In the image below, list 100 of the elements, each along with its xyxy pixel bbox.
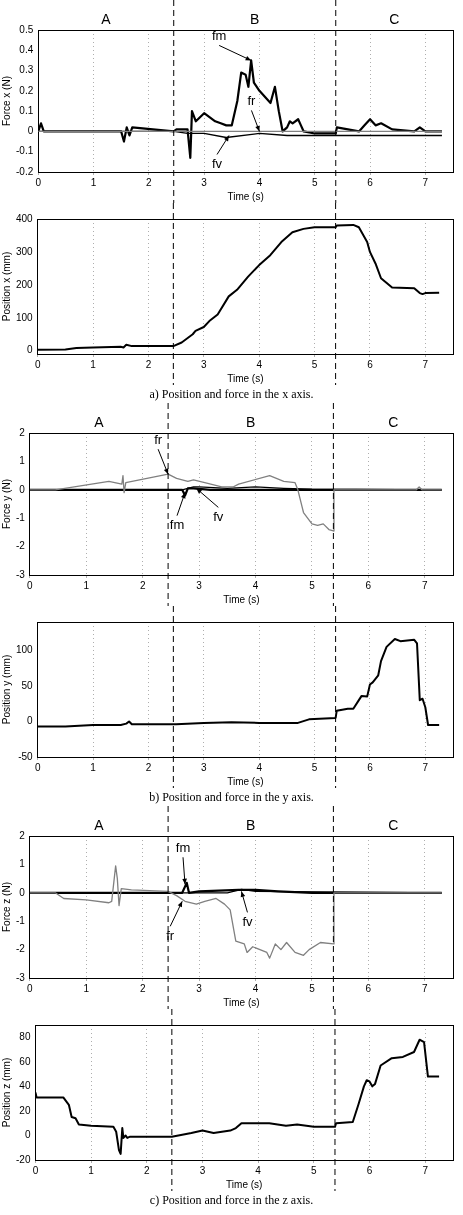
text: A bbox=[94, 413, 105, 430]
x-tick-label: 7 bbox=[422, 358, 429, 370]
y-tick-label: -2 bbox=[15, 540, 26, 552]
y-tick-label: 2 bbox=[19, 829, 26, 841]
y-tick-label: 300 bbox=[16, 245, 34, 257]
y-tick-label: 50 bbox=[21, 679, 34, 691]
x-tick-label: 7 bbox=[422, 176, 429, 188]
x-tick-label: 5 bbox=[309, 982, 316, 994]
x-tick-label: 2 bbox=[139, 579, 146, 591]
x-tick-label: 6 bbox=[367, 358, 374, 370]
annotation: fm bbox=[175, 839, 191, 855]
y-tick-label: 40 bbox=[19, 1080, 31, 1092]
x-tick-label: 2 bbox=[145, 358, 152, 370]
y-axis-title: Force x (N) bbox=[0, 76, 12, 126]
x-tick-label: 1 bbox=[88, 1164, 95, 1176]
text: A bbox=[101, 10, 112, 27]
x-tick-label: 3 bbox=[201, 761, 208, 773]
y-tick-label: 0.4 bbox=[19, 44, 34, 56]
annotation: fm bbox=[211, 28, 227, 44]
x-tick-label: 1 bbox=[83, 579, 90, 591]
y-tick-label: -3 bbox=[15, 971, 26, 983]
x-axis-title: Time (s) bbox=[227, 372, 264, 384]
y-tick-label: 0 bbox=[27, 344, 34, 356]
y-tick-label: 100 bbox=[16, 644, 34, 656]
x-tick-label: 3 bbox=[201, 358, 208, 370]
x-tick-label: 4 bbox=[255, 1164, 262, 1176]
y-axis-title: Position x (mm) bbox=[0, 251, 12, 322]
x-tick-label: 3 bbox=[201, 176, 208, 188]
y-tick-label: 1 bbox=[19, 858, 26, 870]
text: A bbox=[94, 816, 105, 833]
x-tick-label: 3 bbox=[196, 982, 203, 994]
text: C bbox=[388, 413, 399, 430]
annotation: fr bbox=[247, 93, 257, 109]
x-tick-label: 7 bbox=[422, 1164, 429, 1176]
x-tick-label: 3 bbox=[199, 1164, 206, 1176]
y-tick-label: 80 bbox=[19, 1031, 31, 1043]
y-tick-label: -0.1 bbox=[16, 145, 34, 157]
annotation: fv bbox=[242, 913, 253, 929]
y-tick-label: -2 bbox=[15, 943, 26, 955]
x-tick-label: 6 bbox=[365, 579, 372, 591]
annotation: fv bbox=[213, 508, 224, 524]
y-tick-label: 0 bbox=[19, 483, 26, 495]
y-tick-label: 60 bbox=[19, 1055, 31, 1067]
y-tick-label: 0 bbox=[27, 715, 34, 727]
y-tick-label: 0.5 bbox=[19, 23, 34, 35]
text: C bbox=[389, 10, 400, 27]
x-tick-label: 6 bbox=[365, 982, 372, 994]
x-tick-label: 2 bbox=[146, 176, 153, 188]
y-tick-label: -20 bbox=[16, 1153, 31, 1165]
x-tick-label: 7 bbox=[422, 982, 429, 994]
text: a) Position and force in the x axis. bbox=[148, 386, 315, 403]
x-tick-label: 4 bbox=[252, 579, 259, 591]
x-tick-label: 4 bbox=[256, 176, 263, 188]
x-tick-label: 2 bbox=[144, 1164, 151, 1176]
y-axis-title: Position z (mm) bbox=[0, 1057, 12, 1128]
y-tick-label: 0 bbox=[19, 886, 26, 898]
x-tick-label: 5 bbox=[311, 176, 318, 188]
y-tick-label: 0 bbox=[27, 125, 34, 137]
annotation: fr bbox=[166, 927, 175, 943]
x-tick-label: 0 bbox=[35, 176, 42, 188]
y-tick-label: -3 bbox=[15, 568, 26, 580]
x-tick-label: 7 bbox=[422, 579, 429, 591]
x-tick-label: 1 bbox=[90, 761, 97, 773]
text: b) Position and force in the y axis. bbox=[148, 789, 315, 806]
x-tick-label: 2 bbox=[145, 761, 152, 773]
x-tick-label: 5 bbox=[311, 761, 318, 773]
y-axis-title: Force z (N) bbox=[0, 882, 12, 932]
x-axis-title: Time (s) bbox=[227, 775, 264, 787]
x-tick-label: 7 bbox=[422, 761, 429, 773]
x-axis-title: Time (s) bbox=[223, 996, 260, 1008]
x-tick-label: 5 bbox=[311, 1164, 318, 1176]
y-tick-label: 0 bbox=[24, 1129, 31, 1141]
y-tick-label: 0.1 bbox=[19, 104, 34, 116]
y-tick-label: 2 bbox=[19, 426, 26, 438]
y-axis-title: Position y (mm) bbox=[0, 654, 12, 725]
x-tick-label: 1 bbox=[90, 358, 97, 370]
y-tick-label: 1 bbox=[19, 455, 26, 467]
x-tick-label: 6 bbox=[366, 1164, 373, 1176]
x-tick-label: 6 bbox=[367, 761, 374, 773]
x-tick-label: 1 bbox=[83, 982, 90, 994]
y-tick-label: 100 bbox=[16, 311, 34, 323]
y-tick-label: 400 bbox=[16, 212, 34, 224]
text: B bbox=[246, 413, 256, 430]
x-tick-label: 5 bbox=[309, 579, 316, 591]
annotation: fr bbox=[154, 431, 163, 447]
x-tick-label: 1 bbox=[90, 176, 97, 188]
text: B bbox=[250, 10, 260, 27]
x-axis-title: Time (s) bbox=[226, 1178, 263, 1190]
y-tick-label: -0.2 bbox=[16, 165, 34, 177]
text: c) Position and force in the z axis. bbox=[148, 1192, 315, 1209]
x-tick-label: 2 bbox=[139, 982, 146, 994]
x-axis-title: Time (s) bbox=[227, 190, 264, 202]
x-tick-label: 4 bbox=[256, 358, 263, 370]
x-tick-label: 5 bbox=[311, 358, 318, 370]
y-tick-label: -1 bbox=[15, 511, 26, 523]
text: C bbox=[388, 816, 399, 833]
text: B bbox=[246, 816, 256, 833]
x-axis-title: Time (s) bbox=[223, 593, 260, 605]
annotation: fm bbox=[169, 517, 185, 533]
y-tick-label: 0.2 bbox=[19, 84, 34, 96]
